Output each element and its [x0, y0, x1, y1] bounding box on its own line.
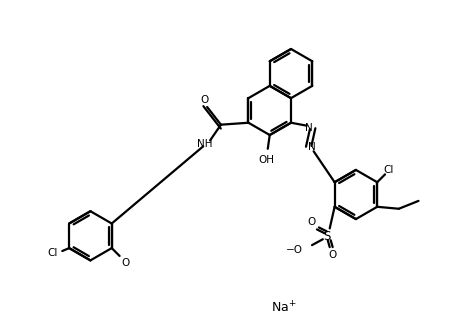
Text: Cl: Cl	[47, 248, 57, 258]
Text: O: O	[307, 216, 315, 226]
Text: O: O	[328, 250, 337, 260]
Text: O: O	[121, 258, 130, 268]
Text: Cl: Cl	[384, 166, 394, 175]
Text: N: N	[305, 123, 312, 133]
Text: OH: OH	[259, 155, 275, 165]
Text: N: N	[308, 142, 316, 152]
Text: O: O	[200, 95, 208, 105]
Text: S: S	[323, 230, 331, 243]
Text: NH: NH	[198, 139, 213, 149]
Text: Na$^{+}$: Na$^{+}$	[271, 300, 297, 315]
Text: −O: −O	[286, 245, 303, 255]
